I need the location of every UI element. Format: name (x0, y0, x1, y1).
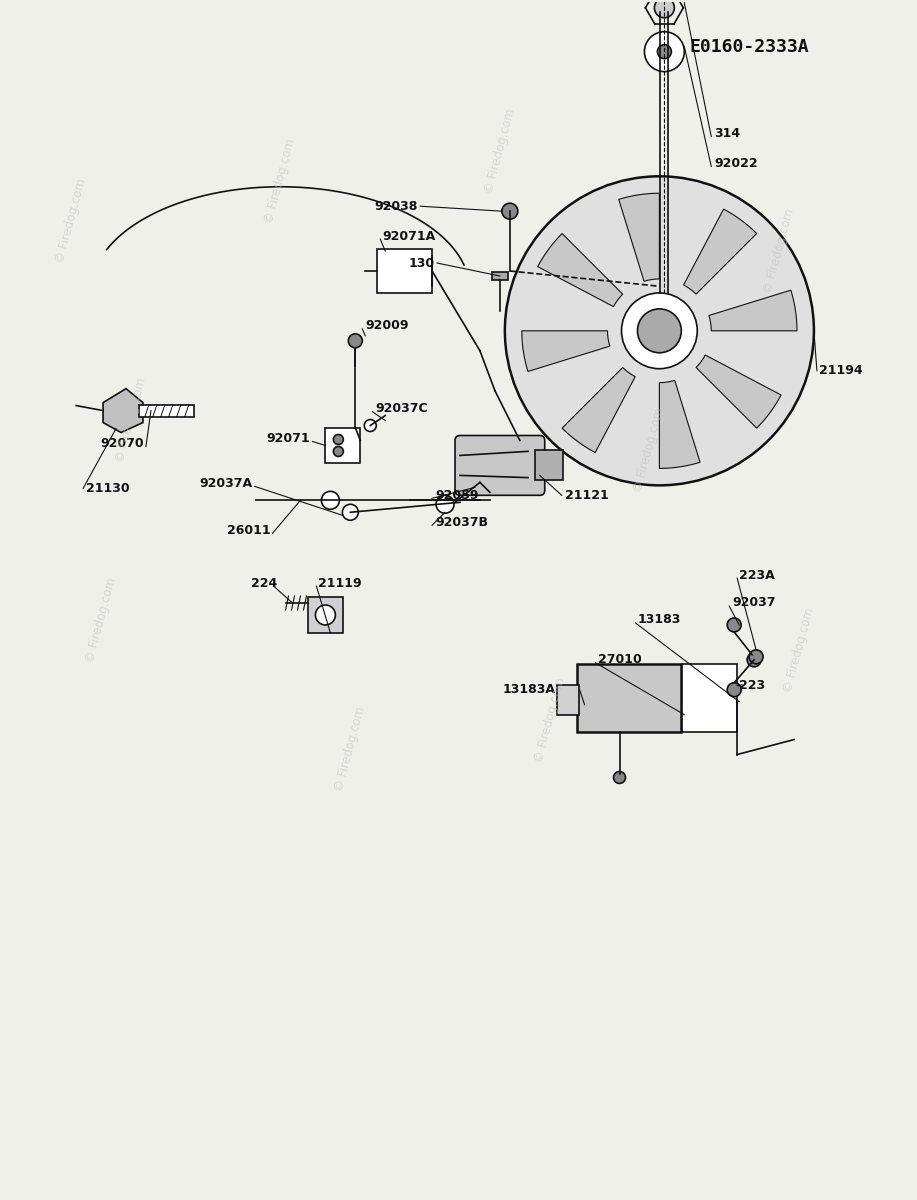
Circle shape (348, 334, 362, 348)
Circle shape (622, 293, 697, 368)
Polygon shape (659, 380, 700, 468)
Circle shape (334, 434, 343, 444)
Text: 21119: 21119 (318, 576, 362, 589)
Polygon shape (683, 209, 757, 294)
Text: © Firedog.com: © Firedog.com (482, 108, 517, 196)
Bar (308, 598, 343, 632)
Polygon shape (696, 355, 781, 428)
Text: © Firedog.com: © Firedog.com (632, 407, 667, 494)
Text: 27010: 27010 (598, 653, 641, 666)
Text: © Firedog.com: © Firedog.com (114, 377, 149, 464)
Bar (535, 450, 563, 480)
Text: E0160-2333A: E0160-2333A (690, 37, 809, 55)
Text: © Firedog.com: © Firedog.com (532, 676, 568, 763)
Polygon shape (103, 389, 143, 432)
Polygon shape (562, 367, 635, 452)
Circle shape (727, 618, 741, 632)
Text: 92037: 92037 (732, 596, 776, 610)
Polygon shape (709, 290, 797, 331)
Text: 21121: 21121 (565, 488, 608, 502)
Text: 92009: 92009 (365, 319, 409, 332)
Text: 92038: 92038 (375, 199, 418, 212)
Text: 21130: 21130 (86, 482, 130, 494)
Text: 223: 223 (739, 679, 766, 692)
Bar (377, 250, 432, 293)
Bar (682, 664, 737, 732)
Bar (577, 664, 681, 732)
Circle shape (342, 504, 359, 521)
Text: © Firedog.com: © Firedog.com (263, 137, 298, 226)
Circle shape (322, 491, 339, 509)
Circle shape (315, 605, 336, 625)
Polygon shape (619, 193, 659, 281)
Bar (492, 272, 508, 280)
Bar (682, 685, 704, 715)
Text: © Firedog.com: © Firedog.com (333, 706, 368, 793)
Text: 26011: 26011 (226, 523, 271, 536)
Circle shape (505, 176, 814, 485)
Circle shape (655, 0, 674, 18)
Text: 130: 130 (409, 257, 435, 270)
Circle shape (749, 650, 763, 664)
Text: 92037A: 92037A (200, 476, 252, 490)
Circle shape (613, 772, 625, 784)
Text: 13183A: 13183A (503, 683, 556, 696)
Text: 223A: 223A (739, 569, 775, 582)
Text: 224: 224 (250, 576, 277, 589)
Circle shape (637, 308, 681, 353)
Circle shape (502, 203, 518, 220)
Text: 92071A: 92071A (382, 229, 436, 242)
Text: 92037B: 92037B (435, 516, 488, 529)
Bar (557, 685, 579, 715)
Text: 92022: 92022 (714, 157, 757, 170)
Text: © Firedog.com: © Firedog.com (53, 178, 89, 265)
Polygon shape (522, 331, 610, 372)
Text: 21194: 21194 (819, 364, 863, 377)
Text: 314: 314 (714, 127, 740, 140)
Circle shape (364, 420, 376, 432)
Circle shape (436, 496, 454, 514)
Text: 92037C: 92037C (375, 402, 428, 415)
Circle shape (334, 446, 343, 456)
Circle shape (747, 653, 761, 667)
Bar (139, 404, 193, 416)
Circle shape (645, 31, 684, 72)
Text: © Firedog.com: © Firedog.com (781, 606, 816, 694)
Circle shape (657, 44, 671, 59)
Bar (326, 427, 360, 463)
Text: 92071: 92071 (267, 432, 311, 445)
Text: © Firedog.com: © Firedog.com (761, 208, 797, 295)
Circle shape (727, 683, 741, 697)
Text: 13183: 13183 (637, 613, 680, 626)
Text: 92059: 92059 (435, 488, 479, 502)
Polygon shape (537, 234, 623, 307)
FancyBboxPatch shape (455, 436, 545, 496)
Text: © Firedog.com: © Firedog.com (83, 576, 118, 664)
Text: 92070: 92070 (100, 437, 144, 450)
